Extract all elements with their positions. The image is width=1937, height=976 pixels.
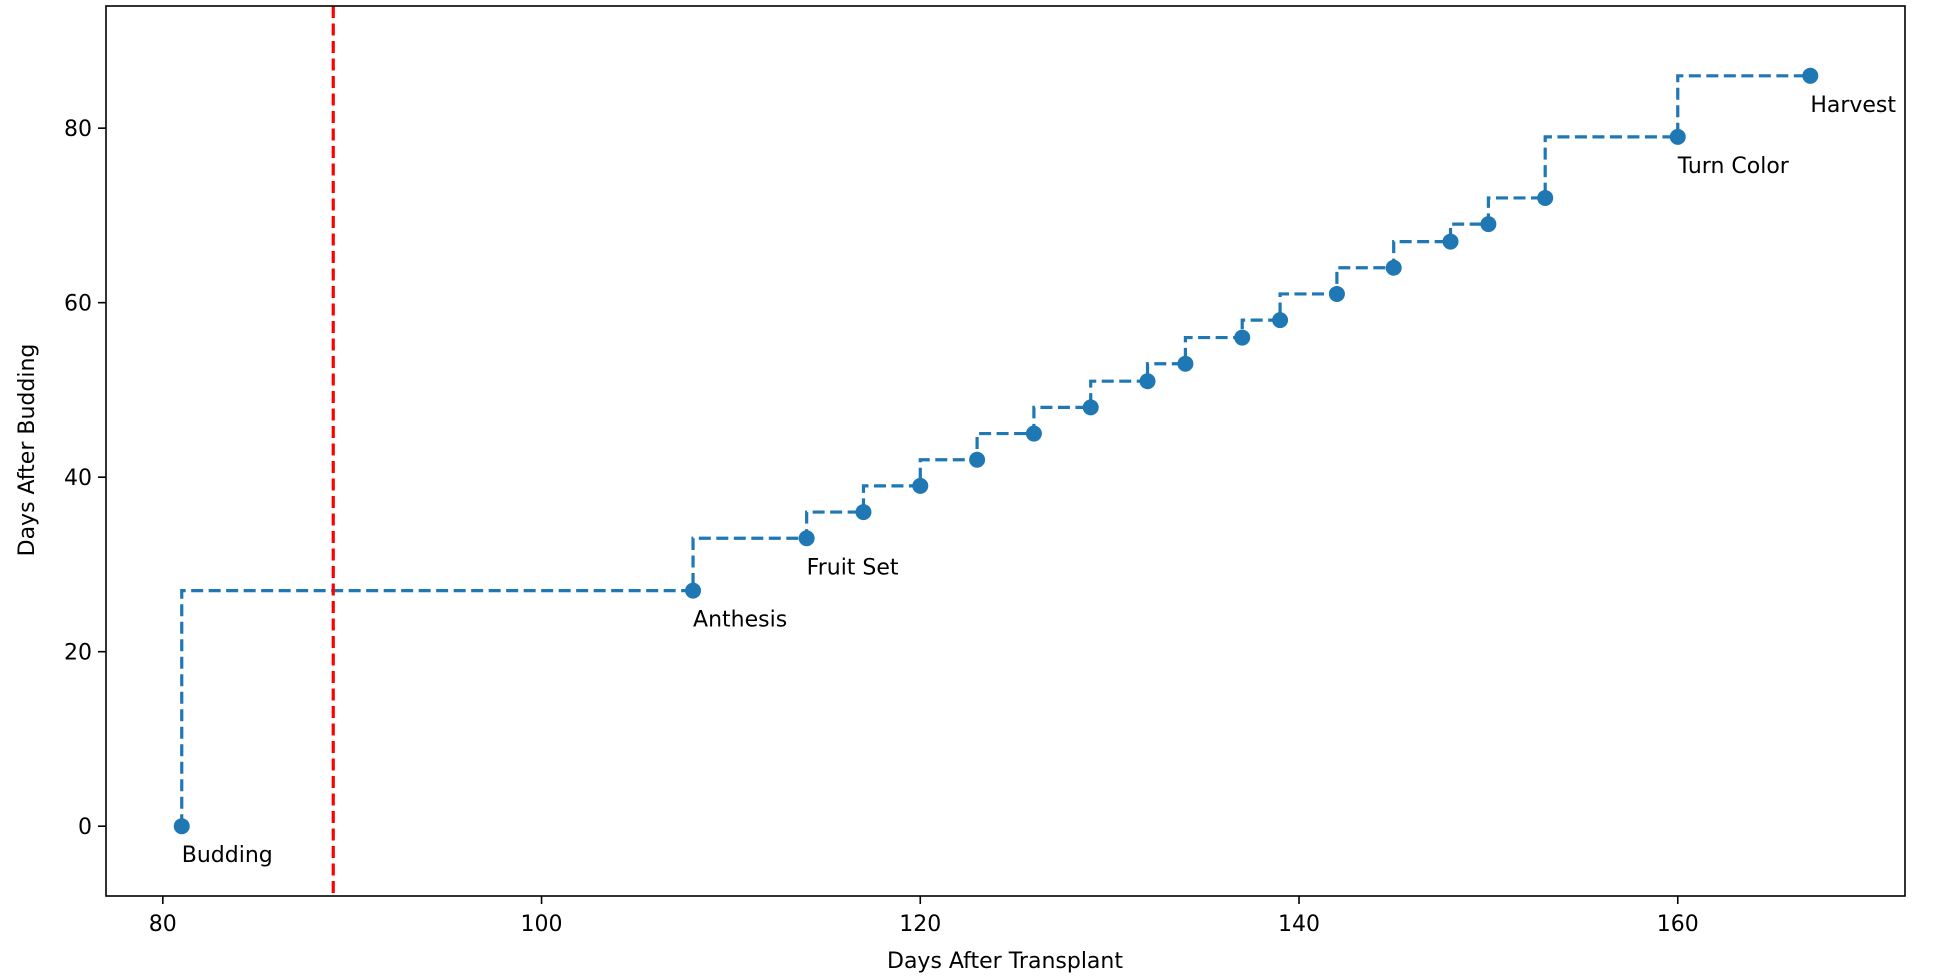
- y-tick-label: 60: [64, 292, 92, 317]
- data-point: [1480, 216, 1497, 233]
- x-tick-label: 100: [521, 912, 563, 937]
- data-point: [1139, 373, 1156, 390]
- data-point: [969, 451, 986, 468]
- x-tick-label: 120: [899, 912, 941, 937]
- data-point: [798, 530, 815, 547]
- annotation-label: Harvest: [1810, 93, 1896, 118]
- y-tick-label: 20: [64, 641, 92, 666]
- plot-area: Budding Anthesis Fruit Set Turn Color Harves…: [173, 6, 1896, 896]
- data-point: [173, 818, 190, 835]
- data-point: [1442, 233, 1459, 250]
- data-point: [912, 477, 929, 494]
- data-point: [1272, 312, 1289, 329]
- annotation-label: Budding: [182, 843, 273, 868]
- data-point: [1025, 425, 1042, 442]
- data-point: [1537, 189, 1554, 206]
- annotation-label: Anthesis: [693, 608, 787, 633]
- y-tick-label: 80: [64, 117, 92, 142]
- data-point: [855, 504, 872, 521]
- x-tick-label: 140: [1278, 912, 1320, 937]
- x-tick-label: 160: [1657, 912, 1699, 937]
- data-point: [1802, 67, 1819, 84]
- plot-frame: [105, 5, 1906, 897]
- data-point: [1328, 285, 1345, 302]
- axes: 80 100 120 140 160 0 20 40 60 80: [64, 5, 1906, 937]
- data-point: [1234, 329, 1251, 346]
- data-point: [1177, 355, 1194, 372]
- annotation-label: Turn Color: [1677, 154, 1790, 179]
- annotation-label: Fruit Set: [807, 555, 899, 580]
- y-tick-label: 0: [78, 815, 92, 840]
- y-axis-label: Days After Budding: [15, 344, 40, 557]
- y-tick-label: 40: [64, 466, 92, 491]
- x-axis-label: Days After Transplant: [887, 949, 1123, 974]
- data-point: [1669, 128, 1686, 145]
- data-point: [1082, 399, 1099, 416]
- x-tick-label: 80: [149, 912, 177, 937]
- data-point: [685, 582, 702, 599]
- data-point: [1385, 259, 1402, 276]
